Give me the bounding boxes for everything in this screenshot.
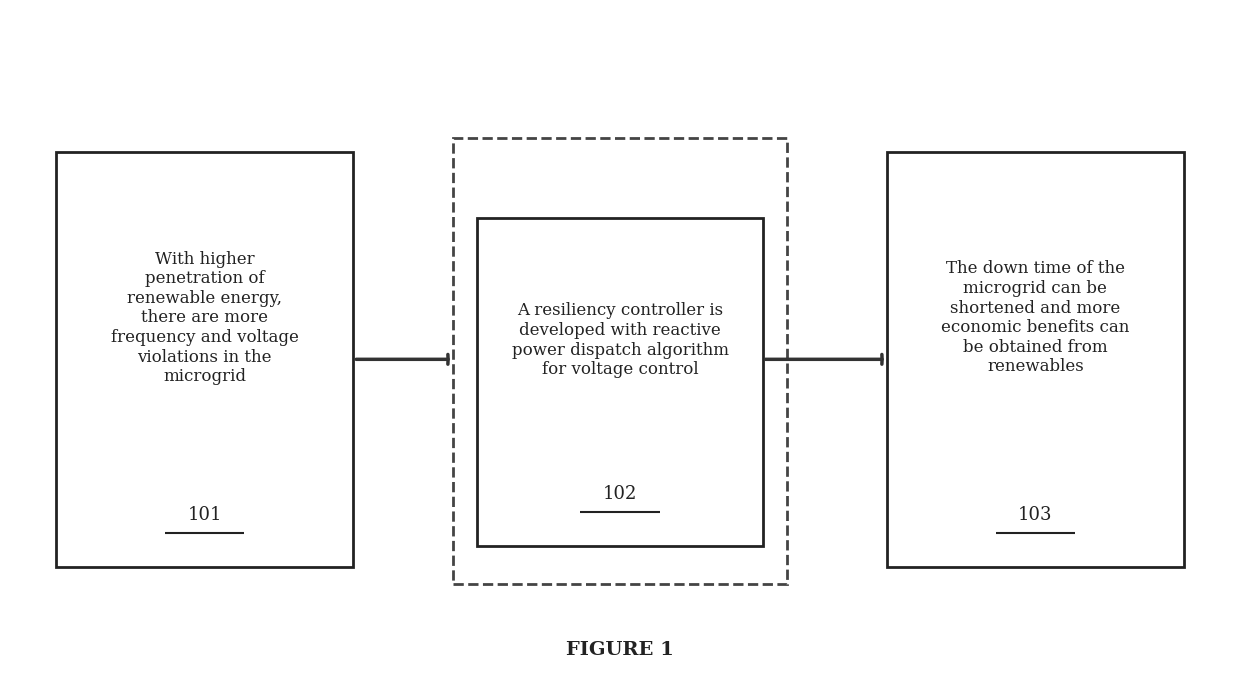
FancyBboxPatch shape: [887, 152, 1184, 567]
Text: 102: 102: [603, 485, 637, 503]
FancyBboxPatch shape: [453, 138, 787, 584]
Text: A resiliency controller is
developed with reactive
power dispatch algorithm
for : A resiliency controller is developed wit…: [511, 303, 729, 378]
FancyBboxPatch shape: [56, 152, 353, 567]
Text: 101: 101: [187, 506, 222, 524]
Text: 103: 103: [1018, 506, 1053, 524]
FancyBboxPatch shape: [477, 218, 763, 546]
Text: The down time of the
microgrid can be
shortened and more
economic benefits can
b: The down time of the microgrid can be sh…: [941, 261, 1130, 375]
Text: With higher
penetration of
renewable energy,
there are more
frequency and voltag: With higher penetration of renewable ene…: [110, 251, 299, 385]
Text: FIGURE 1: FIGURE 1: [567, 641, 673, 659]
